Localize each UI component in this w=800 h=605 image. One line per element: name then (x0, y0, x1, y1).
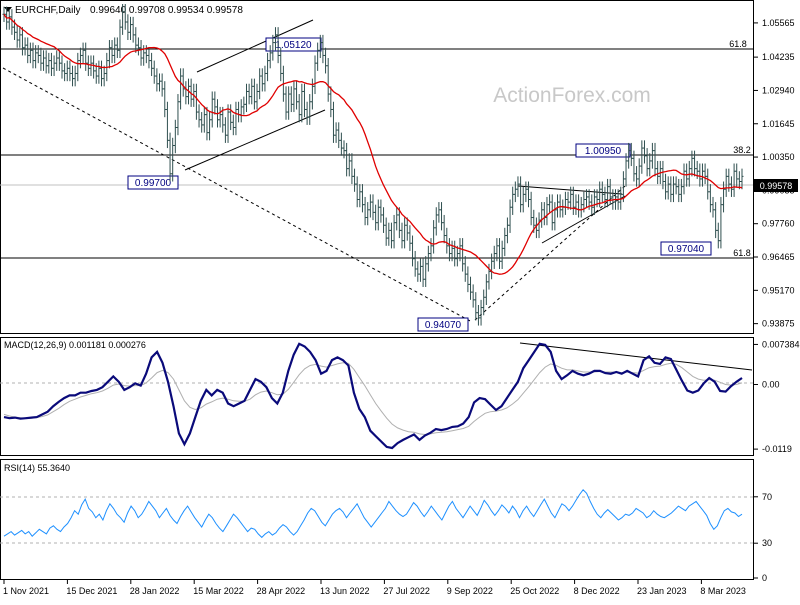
time-tick-label: 13 Jun 2022 (320, 586, 370, 596)
svg-text:0.97040: 0.97040 (668, 244, 705, 255)
level-callout-1-05120: 1.05120 (265, 37, 322, 52)
macd-label: MACD(12,26,9) 0.001181 0.000276 (4, 340, 146, 350)
svg-text:0.99578: 0.99578 (760, 181, 793, 191)
price-tick-label: 0.96465 (762, 252, 795, 262)
rsi-tick-label: 70 (762, 492, 772, 502)
rsi-panel-frame (0, 459, 754, 580)
fib-label-38-2: 38.2 (733, 145, 751, 155)
price-tick-label: 1.01645 (762, 119, 795, 129)
price-bars (2, 4, 744, 326)
time-axis: 1 Nov 2021 15 Dec 2021 28 Jan 2022 15 Mar 2… (3, 579, 746, 596)
time-tick-label: 8 Dec 2022 (574, 586, 620, 596)
svg-text:1.05120: 1.05120 (275, 40, 312, 51)
svg-text:0.99700: 0.99700 (135, 178, 172, 189)
level-callout-0-97040: 0.97040 (660, 241, 712, 256)
price-tick-label: 0.97760 (762, 219, 795, 229)
macd-axis: 0.007384 0.00 -0.0119 (754, 339, 800, 454)
time-tick-label: 27 Jul 2022 (383, 586, 430, 596)
time-tick-label: 25 Oct 2022 (510, 586, 559, 596)
rsi-tick-label: 30 (762, 538, 772, 548)
time-tick-label: 23 Jan 2023 (637, 586, 687, 596)
time-tick-label: 9 Sep 2022 (447, 586, 493, 596)
level-callout-0-99700: 0.99700 (127, 175, 179, 190)
time-tick-label: 1 Nov 2021 (3, 586, 49, 596)
fib-label-61-8-bottom: 61.8 (733, 248, 751, 258)
price-tick-label: 1.00350 (762, 152, 795, 162)
price-tick-label: 1.05565 (762, 18, 795, 28)
chart-symbol: EURCHF,Daily (15, 5, 81, 16)
macd-main-line (3, 342, 743, 450)
rsi-line-path (3, 489, 743, 539)
time-tick-label: 28 Jan 2022 (130, 586, 180, 596)
moving-average (3, 13, 743, 275)
macd-tick-label: -0.0119 (762, 444, 792, 454)
current-price-marker: 0.99578 (754, 179, 798, 192)
time-tick-label: 8 Mar 2023 (700, 586, 746, 596)
time-tick-label: 15 Mar 2022 (193, 586, 244, 596)
chart-ohlc: 0.99640 0.99708 0.99534 0.99578 (90, 5, 243, 16)
time-tick-label: 15 Dec 2021 (66, 586, 117, 596)
macd-panel-frame (0, 337, 754, 456)
svg-text:1.00950: 1.00950 (585, 146, 622, 157)
dropdown-triangle-icon[interactable] (4, 7, 12, 12)
moving-average-line (3, 13, 743, 275)
macd-lines (3, 342, 743, 450)
time-tick-label: 28 Apr 2022 (257, 586, 306, 596)
price-tick-label: 1.04235 (762, 52, 795, 62)
watermark-text: ActionForex.com (493, 84, 651, 107)
rsi-label: RSI(14) 55.3640 (4, 463, 70, 473)
price-tick-label: 1.02940 (762, 85, 795, 95)
price-tick-label: 0.93875 (762, 319, 795, 329)
fib-label-61-8-top: 61.8 (729, 39, 747, 49)
level-callout-0-94070: 0.94070 (417, 317, 469, 332)
rsi-axis: 70 30 0 (754, 492, 772, 583)
macd-tick-label: 0.00 (762, 380, 780, 390)
rsi-tick-label: 0 (762, 573, 767, 583)
price-tick-label: 0.95170 (762, 285, 795, 295)
level-callout-1-00950: 1.00950 (575, 143, 631, 158)
svg-text:0.94070: 0.94070 (425, 320, 462, 331)
macd-tick-label: 0.007384 (762, 339, 800, 349)
rsi-line (3, 489, 743, 539)
price-panel-frame (0, 0, 754, 334)
